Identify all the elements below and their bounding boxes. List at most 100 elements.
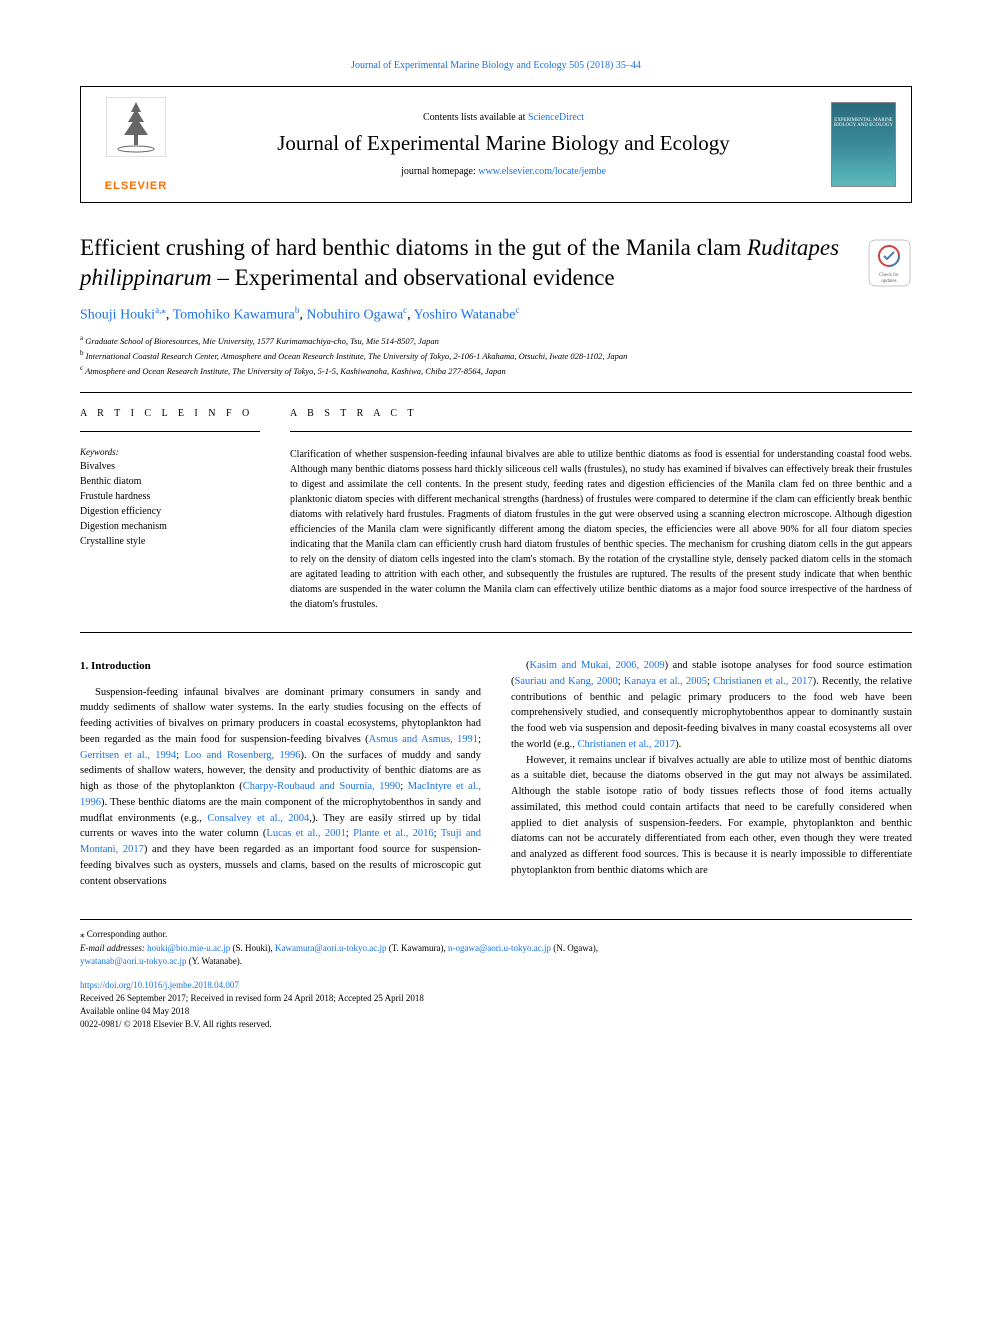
- svg-text:updates: updates: [881, 279, 896, 284]
- author-3-sup: c: [403, 305, 407, 315]
- keyword-2: Benthic diatom: [80, 474, 260, 489]
- journal-citation: Journal of Experimental Marine Biology a…: [80, 60, 912, 71]
- abstract: A B S T R A C T Clarification of whether…: [290, 408, 912, 612]
- elsevier-logo: ELSEVIER: [96, 97, 176, 192]
- pub-info: Received 26 September 2017; Received in …: [80, 992, 912, 1030]
- affiliation-c: c Atmosphere and Ocean Research Institut…: [80, 363, 912, 378]
- check-updates-icon[interactable]: Check for updates: [867, 238, 912, 288]
- author-3[interactable]: Nobuhiro Ogawa: [306, 307, 403, 322]
- body-col-2: (Kasim and Mukai, 2006, 2009) and stable…: [511, 658, 912, 889]
- affiliation-a: a Graduate School of Bioresources, Mie U…: [80, 333, 912, 348]
- email-1-name: (S. Houki),: [230, 943, 275, 953]
- c2-p2: However, it remains unclear if bivalves …: [511, 753, 912, 879]
- email-2[interactable]: Kawamura@aori.u-tokyo.ac.jp: [275, 943, 387, 953]
- journal-header: ELSEVIER Contents lists available at Sci…: [80, 86, 912, 203]
- keyword-3: Frustule hardness: [80, 489, 260, 504]
- affiliation-b: b International Coastal Research Center,…: [80, 348, 912, 363]
- ref-gerritsen[interactable]: Gerritsen et al., 1994: [80, 750, 176, 761]
- ref-lucas[interactable]: Lucas et al., 2001: [266, 828, 345, 839]
- doi-link[interactable]: https://doi.org/10.1016/j.jembe.2018.04.…: [80, 980, 239, 990]
- ref-asmus[interactable]: Asmus and Asmus, 1991: [369, 734, 478, 745]
- aff-c-sup: c: [80, 364, 83, 372]
- divider-abstract: [290, 431, 912, 432]
- author-4[interactable]: Yoshiro Watanabe: [414, 307, 516, 322]
- c1p1-m4: ;: [400, 781, 408, 792]
- email-4-name: (Y. Watanabe).: [187, 956, 242, 966]
- keyword-5: Digestion mechanism: [80, 519, 260, 534]
- journal-citation-link[interactable]: Journal of Experimental Marine Biology a…: [351, 60, 641, 71]
- intro-heading: 1. Introduction: [80, 658, 481, 675]
- ref-sauriau[interactable]: Sauriau and Kang, 2000: [515, 676, 618, 687]
- sciencedirect-link[interactable]: ScienceDirect: [528, 112, 584, 123]
- ref-plante[interactable]: Plante et al., 2016: [353, 828, 434, 839]
- available-info: Available online 04 May 2018: [80, 1005, 912, 1018]
- affiliations: a Graduate School of Bioresources, Mie U…: [80, 333, 912, 377]
- article-info-label: A R T I C L E I N F O: [80, 408, 260, 419]
- received-info: Received 26 September 2017; Received in …: [80, 992, 912, 1005]
- email-4[interactable]: ywatanab@aori.u-tokyo.ac.jp: [80, 956, 187, 966]
- aff-c-text: Atmosphere and Ocean Research Institute,…: [85, 365, 506, 375]
- divider-info: [80, 431, 260, 432]
- copyright-info: 0022-0981/ © 2018 Elsevier B.V. All righ…: [80, 1018, 912, 1031]
- c2-p1: (Kasim and Mukai, 2006, 2009) and stable…: [511, 658, 912, 753]
- contents-available: Contents lists available at ScienceDirec…: [196, 112, 811, 123]
- author-4-sup: c: [515, 305, 519, 315]
- ref-christianen2[interactable]: Christianen et al., 2017: [577, 739, 675, 750]
- intro-p1: Suspension-feeding infaunal bivalves are…: [80, 685, 481, 890]
- homepage-link[interactable]: www.elsevier.com/locate/jembe: [478, 166, 606, 177]
- c1p1-m8: ;: [434, 828, 441, 839]
- keyword-4: Digestion efficiency: [80, 504, 260, 519]
- ref-loo[interactable]: Loo and Rosenberg, 1996: [184, 750, 300, 761]
- journal-title: Journal of Experimental Marine Biology a…: [196, 131, 811, 156]
- journal-homepage: journal homepage: www.elsevier.com/locat…: [196, 166, 811, 177]
- author-2[interactable]: Tomohiko Kawamura: [173, 307, 295, 322]
- c2p1-m4: ). Recently, the relative contributions …: [511, 676, 912, 750]
- article-title: Efficient crushing of hard benthic diato…: [80, 233, 912, 293]
- aff-a-sup: a: [80, 334, 83, 342]
- ref-kanaya[interactable]: Kanaya et al., 2005: [624, 676, 707, 687]
- c1p1-m7: ;: [346, 828, 353, 839]
- author-1-sup: a,⁎: [155, 305, 166, 315]
- ref-kasim[interactable]: Kasim and Mukai, 2006, 2009: [530, 660, 665, 671]
- author-2-sup: b: [295, 305, 300, 315]
- doi: https://doi.org/10.1016/j.jembe.2018.04.…: [80, 979, 912, 993]
- info-abstract-row: A R T I C L E I N F O Keywords: Bivalves…: [80, 408, 912, 612]
- email-1[interactable]: houki@bio.mie-u.ac.jp: [147, 943, 230, 953]
- ref-christianen1[interactable]: Christianen et al., 2017: [713, 676, 812, 687]
- homepage-prefix: journal homepage:: [401, 166, 478, 177]
- elsevier-tree-icon: [106, 97, 166, 157]
- aff-b-sup: b: [80, 349, 84, 357]
- divider-1: [80, 392, 912, 393]
- header-center: Contents lists available at ScienceDirec…: [176, 112, 831, 177]
- keyword-6: Crystalline style: [80, 534, 260, 549]
- article-info: A R T I C L E I N F O Keywords: Bivalves…: [80, 408, 260, 612]
- keywords-label: Keywords:: [80, 447, 260, 457]
- c1p1-m1: ;: [478, 734, 481, 745]
- email-label: E-mail addresses:: [80, 943, 147, 953]
- ref-consalvey[interactable]: Consalvey et al., 2004: [207, 813, 309, 824]
- contents-prefix: Contents lists available at: [423, 112, 528, 123]
- aff-b-text: International Coastal Research Center, A…: [86, 351, 628, 361]
- author-list: Shouji Houkia,⁎, Tomohiko Kawamurab, Nob…: [80, 305, 912, 324]
- aff-a-text: Graduate School of Bioresources, Mie Uni…: [85, 336, 439, 346]
- corresponding-author: ⁎ Corresponding author.: [80, 928, 912, 942]
- divider-2: [80, 632, 912, 633]
- email-2-name: (T. Kawamura),: [386, 943, 448, 953]
- email-3-name: (N. Ogawa),: [551, 943, 598, 953]
- email-addresses: E-mail addresses: houki@bio.mie-u.ac.jp …: [80, 942, 912, 969]
- footnotes: ⁎ Corresponding author. E-mail addresses…: [80, 919, 912, 1030]
- title-part-2: – Experimental and observational evidenc…: [212, 265, 615, 290]
- journal-cover-thumb: EXPERIMENTAL MARINE BIOLOGY AND ECOLOGY: [831, 102, 896, 187]
- svg-text:Check for: Check for: [879, 273, 899, 278]
- ref-charpy[interactable]: Charpy-Roubaud and Sournia, 1990: [243, 781, 400, 792]
- body-columns: 1. Introduction Suspension-feeding infau…: [80, 658, 912, 889]
- title-part-1: Efficient crushing of hard benthic diato…: [80, 235, 747, 260]
- keyword-1: Bivalves: [80, 459, 260, 474]
- elsevier-label: ELSEVIER: [105, 180, 167, 192]
- abstract-text: Clarification of whether suspension-feed…: [290, 447, 912, 612]
- body-col-1: 1. Introduction Suspension-feeding infau…: [80, 658, 481, 889]
- email-3[interactable]: n-ogawa@aori.u-tokyo.ac.jp: [448, 943, 551, 953]
- abstract-label: A B S T R A C T: [290, 408, 912, 419]
- author-1[interactable]: Shouji Houki: [80, 307, 155, 322]
- keywords-list: Bivalves Benthic diatom Frustule hardnes…: [80, 459, 260, 549]
